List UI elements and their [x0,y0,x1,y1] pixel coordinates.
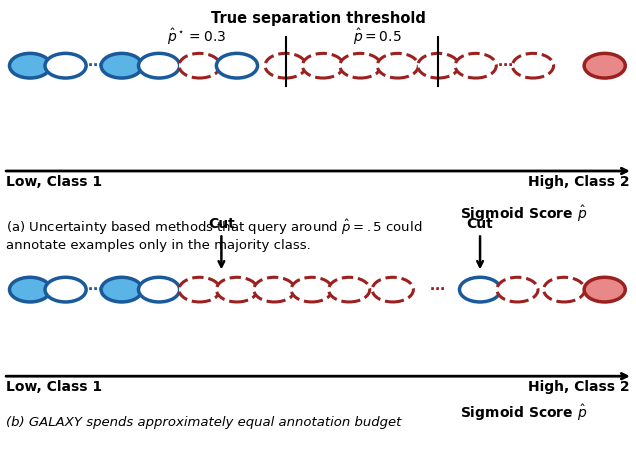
Ellipse shape [179,54,220,78]
Ellipse shape [513,54,553,78]
Ellipse shape [303,54,343,78]
Text: High, Class 2: High, Class 2 [528,379,630,394]
Text: Sigmoid Score $\hat{p}$: Sigmoid Score $\hat{p}$ [460,403,587,423]
Ellipse shape [377,54,418,78]
Text: ⋯: ⋯ [497,58,513,73]
Ellipse shape [10,277,51,302]
Ellipse shape [329,277,370,302]
Ellipse shape [216,277,258,302]
Ellipse shape [216,54,258,78]
Text: Cut: Cut [208,216,235,267]
Ellipse shape [584,54,625,78]
Ellipse shape [265,54,306,78]
Ellipse shape [291,277,333,302]
Text: $\hat{p}^\star = 0.3$: $\hat{p}^\star = 0.3$ [167,27,226,47]
Ellipse shape [459,277,501,302]
Text: Low, Class 1: Low, Class 1 [6,175,102,189]
Ellipse shape [139,277,179,302]
Ellipse shape [45,54,86,78]
Text: Low, Class 1: Low, Class 1 [6,379,102,394]
Text: High, Class 2: High, Class 2 [528,175,630,189]
Ellipse shape [455,54,496,78]
Text: Cut: Cut [467,216,494,267]
Text: Sigmoid Score $\hat{p}$: Sigmoid Score $\hat{p}$ [460,203,587,224]
Text: $\hat{p} = 0.5$: $\hat{p} = 0.5$ [353,27,401,47]
Text: True separation threshold: True separation threshold [211,11,425,26]
Ellipse shape [10,54,51,78]
Ellipse shape [372,277,413,302]
Ellipse shape [254,277,295,302]
Text: (a) Uncertainty based methods that query around $\hat{p} = .5$ could
annotate ex: (a) Uncertainty based methods that query… [6,218,423,252]
Ellipse shape [45,277,86,302]
Ellipse shape [544,277,584,302]
Text: ⋯: ⋯ [88,282,103,297]
Ellipse shape [101,54,142,78]
Ellipse shape [418,54,459,78]
Ellipse shape [584,277,625,302]
Ellipse shape [340,54,381,78]
Text: (b) GALAXY spends approximately equal annotation budget: (b) GALAXY spends approximately equal an… [6,416,402,429]
Text: ⋯: ⋯ [430,282,445,297]
Text: ⋯: ⋯ [88,58,103,73]
Ellipse shape [497,277,538,302]
Ellipse shape [139,54,179,78]
Ellipse shape [101,277,142,302]
Ellipse shape [179,277,220,302]
